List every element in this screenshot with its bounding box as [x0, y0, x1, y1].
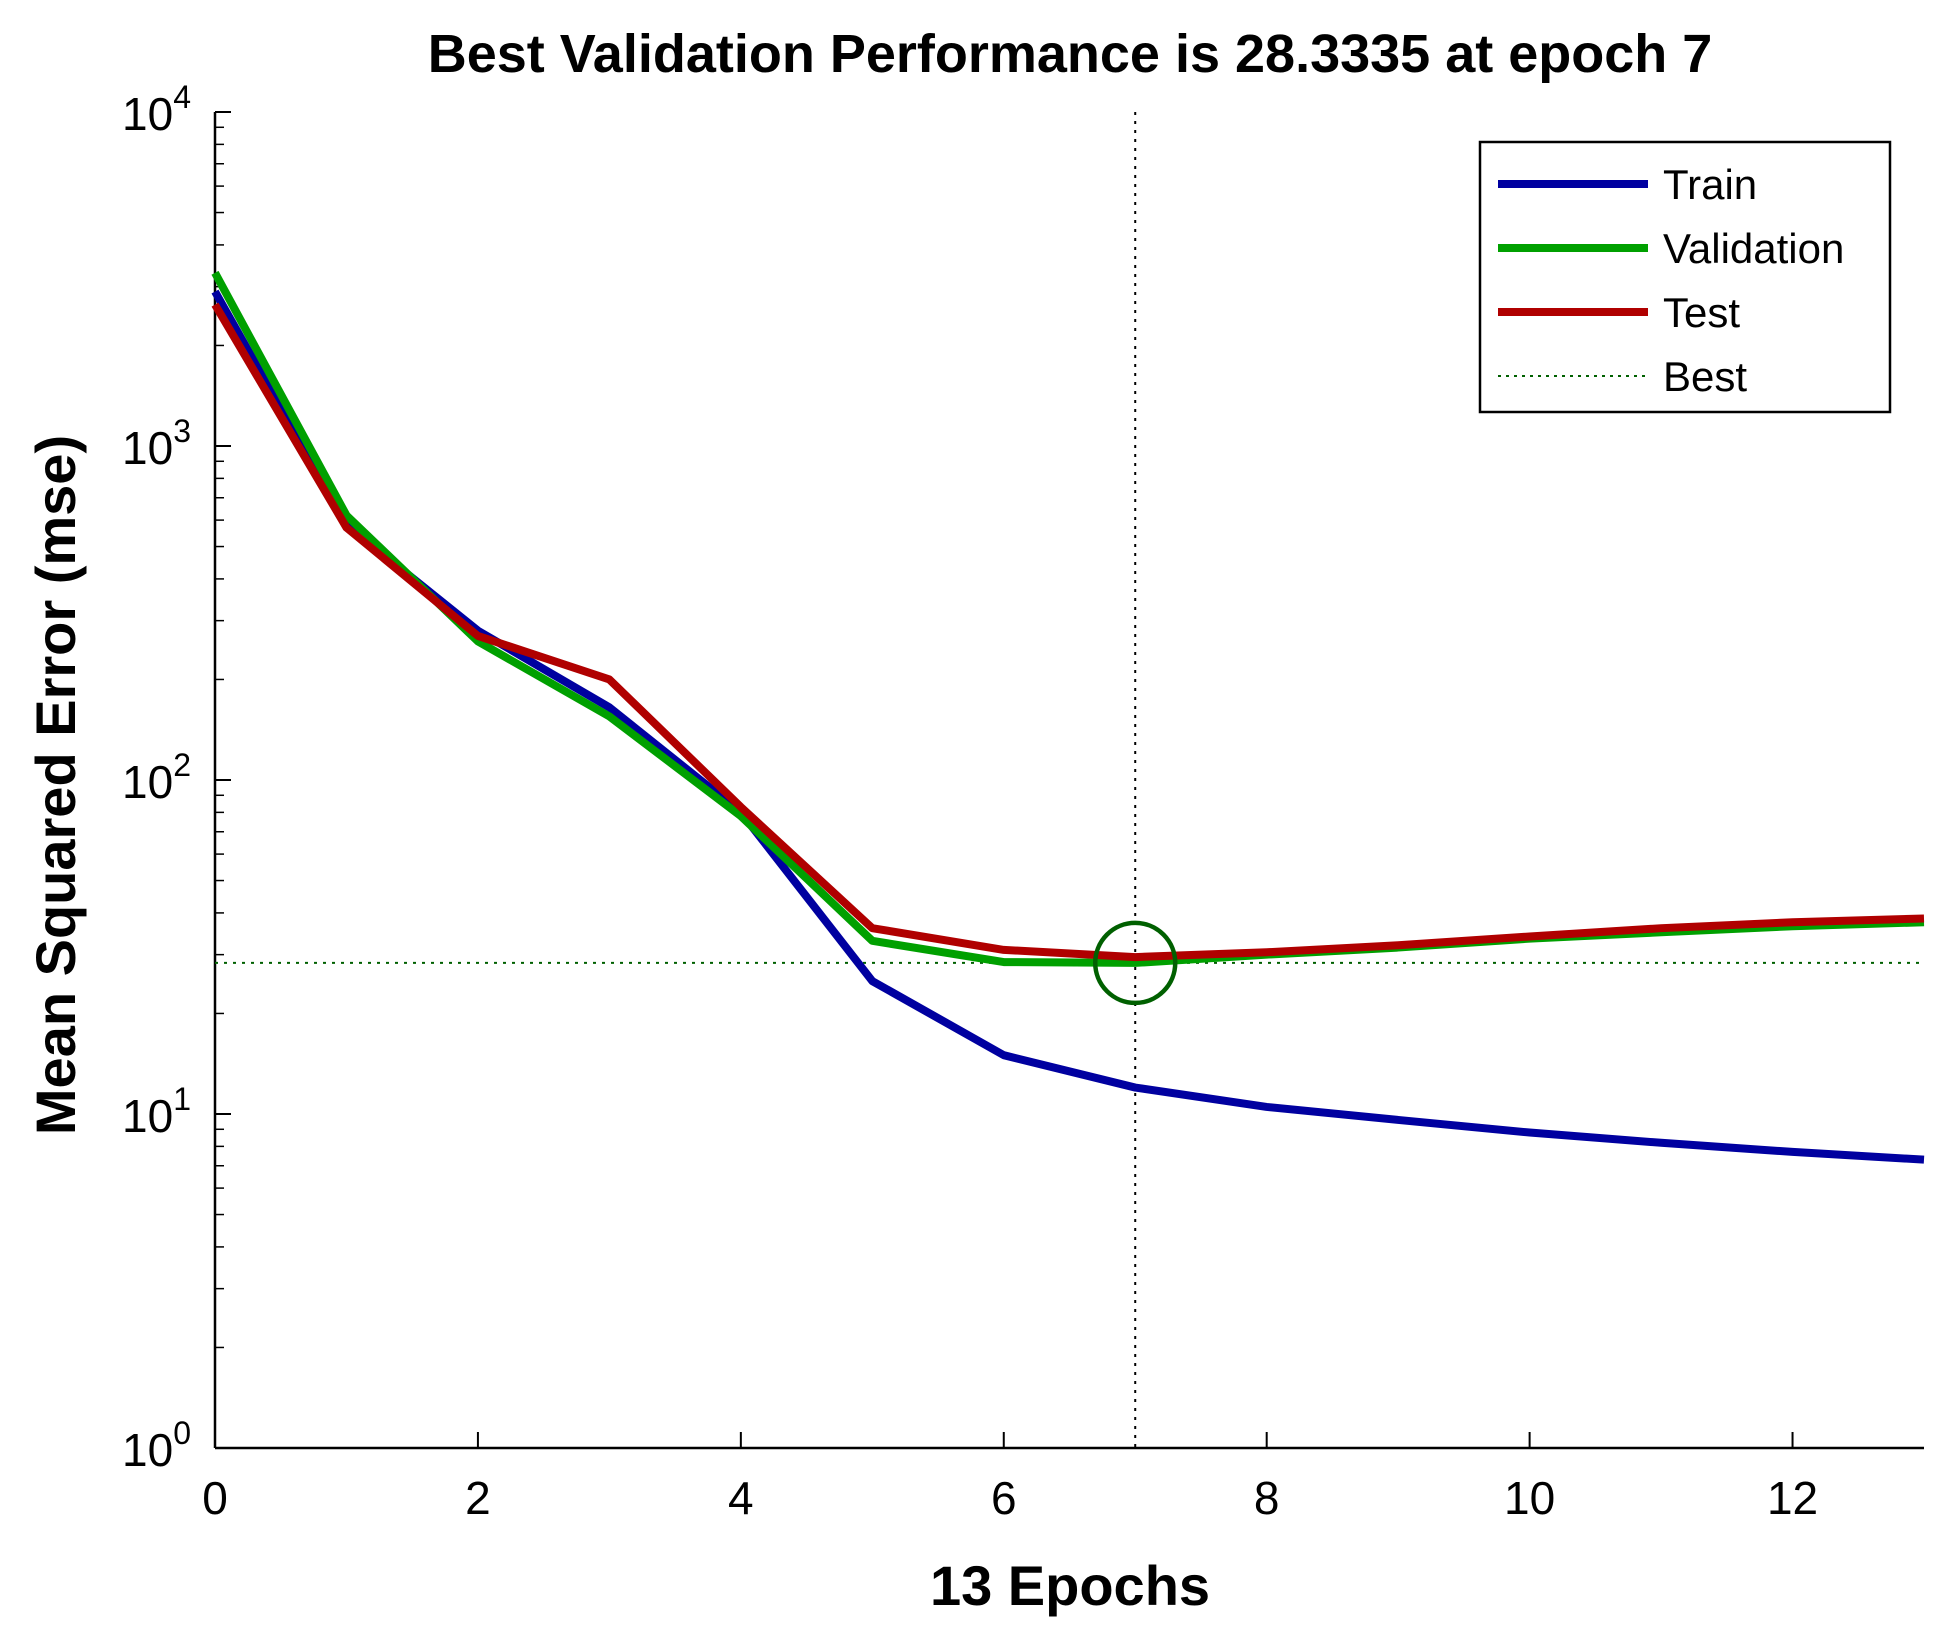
best-point-marker [1092, 920, 1178, 1006]
x-axis-label: 13 Epochs [930, 1554, 1210, 1617]
y-tick-label: 104 [122, 79, 191, 140]
chart-title: Best Validation Performance is 28.3335 a… [428, 24, 1713, 84]
y-axis-label: Mean Squared Error (mse) [24, 435, 87, 1135]
y-tick-label: 100 [122, 1415, 191, 1476]
series-line-test [211, 302, 1925, 962]
x-tick-label: 6 [991, 1472, 1017, 1524]
x-tick-label: 10 [1504, 1472, 1555, 1524]
series-line-train [211, 289, 1925, 1164]
y-tick-label: 102 [122, 747, 191, 808]
y-tick-label: 101 [122, 1081, 191, 1142]
x-tick-label: 12 [1767, 1472, 1818, 1524]
x-tick-label: 2 [465, 1472, 491, 1524]
x-tick-label: 8 [1254, 1472, 1280, 1524]
legend-label-validation: Validation [1663, 225, 1844, 272]
x-tick-label: 0 [202, 1472, 228, 1524]
x-tick-label: 4 [728, 1472, 754, 1524]
legend-label-test: Test [1663, 289, 1740, 336]
y-tick-label: 103 [122, 413, 191, 474]
legend-label-train: Train [1663, 161, 1757, 208]
legend-label-best: Best [1663, 353, 1747, 400]
